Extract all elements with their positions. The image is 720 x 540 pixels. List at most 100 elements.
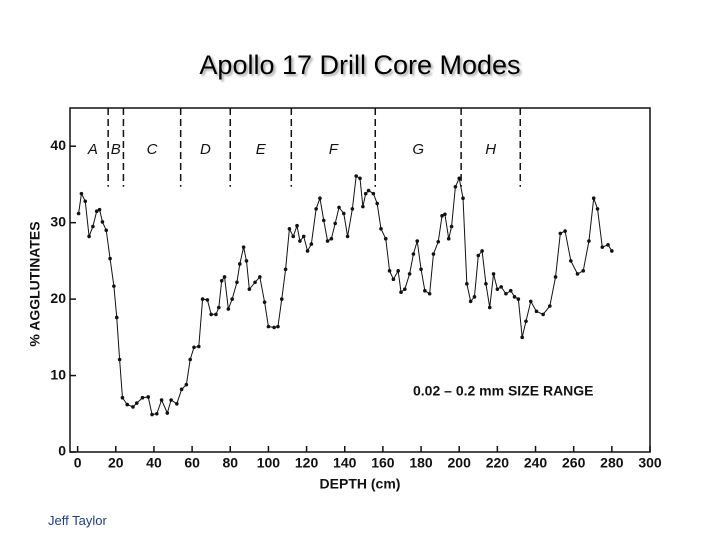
x-axis-label: DEPTH (cm) (320, 476, 401, 492)
zone-label: D (200, 141, 211, 158)
data-point (301, 234, 306, 239)
data-point (411, 252, 416, 256)
data-point (114, 315, 119, 320)
data-point (272, 325, 276, 330)
data-point (591, 196, 596, 201)
x-tick-label: 300 (638, 455, 662, 471)
zone-label: F (329, 141, 339, 158)
data-point (214, 312, 218, 317)
data-point (391, 277, 396, 282)
data-point (379, 226, 383, 231)
data-point (295, 223, 299, 228)
x-tick-label: 40 (146, 455, 162, 471)
data-point (287, 226, 292, 231)
data-point (341, 211, 346, 216)
data-point (276, 324, 280, 329)
data-point (600, 245, 605, 249)
data-point (169, 398, 173, 402)
data-point (200, 297, 205, 301)
x-tick-label: 180 (409, 455, 433, 471)
slide-title: Apollo 17 Drill Core Modes (199, 50, 521, 80)
data-point (499, 285, 503, 289)
data-point (396, 269, 400, 273)
data-point (465, 282, 469, 286)
data-point (480, 249, 484, 253)
plot-frame (69, 107, 651, 453)
data-point (205, 298, 210, 302)
data-point (192, 345, 196, 350)
data-point (329, 236, 334, 241)
data-point (120, 395, 125, 400)
data-point (238, 262, 242, 266)
data-point (117, 357, 122, 362)
y-axis-label: % AGGLUTINATES (27, 221, 43, 346)
x-tick-label: 100 (257, 455, 281, 471)
data-point (266, 324, 271, 329)
data-point (279, 297, 284, 301)
data-point (419, 267, 423, 272)
data-point (337, 205, 341, 210)
data-point (427, 291, 432, 296)
zone-label: E (256, 141, 267, 158)
data-point (230, 297, 234, 301)
x-tick-label: 280 (600, 455, 624, 471)
data-point (79, 191, 84, 196)
data-point (440, 213, 444, 218)
data-point (446, 236, 451, 241)
x-tick-label: 200 (448, 455, 472, 471)
data-point (595, 207, 600, 211)
data-point (534, 309, 539, 314)
x-tick-label: 240 (524, 455, 548, 471)
data-point (100, 220, 105, 224)
x-tick-label: 80 (222, 455, 238, 471)
data-point (415, 239, 420, 243)
data-point (363, 191, 368, 196)
data-point (150, 412, 154, 417)
data-point (219, 278, 224, 283)
data-point (131, 405, 135, 409)
y-tick-label: 30 (50, 213, 66, 229)
data-point (558, 231, 563, 236)
x-tick-label: 20 (108, 455, 124, 471)
footer: Jeff Taylor (48, 513, 107, 528)
data-point (318, 196, 322, 201)
data-point (146, 395, 151, 399)
data-point (548, 304, 552, 308)
data-point (484, 282, 488, 286)
data-point (188, 357, 192, 362)
data-point (97, 207, 102, 212)
data-point (314, 207, 318, 211)
data-point (504, 291, 508, 296)
data-point (298, 239, 302, 243)
data-point (587, 239, 591, 243)
data-point (431, 252, 436, 256)
data-point (112, 284, 116, 288)
data-point (553, 275, 558, 279)
data-point (217, 305, 221, 310)
data-point (262, 300, 267, 304)
data-point (83, 199, 88, 204)
data-point (399, 290, 403, 295)
data-point (407, 272, 412, 276)
data-point (528, 299, 533, 304)
x-tick-label: 160 (371, 455, 395, 471)
data-point (491, 272, 496, 276)
data-point (321, 218, 326, 223)
data-point (309, 242, 314, 246)
data-point (325, 239, 330, 243)
data-point (569, 259, 573, 263)
data-point (350, 207, 355, 211)
data-point (520, 335, 524, 340)
data-point (495, 287, 500, 291)
data-point (516, 297, 521, 301)
data-point (247, 287, 252, 291)
y-tick-label: 10 (50, 366, 66, 382)
data-point (134, 401, 139, 405)
x-tick-label: 140 (333, 455, 357, 471)
data-point (258, 275, 262, 279)
y-tick-label: 40 (50, 137, 66, 153)
zone-label: G (412, 141, 424, 158)
data-point (94, 209, 99, 213)
data-point (159, 398, 164, 402)
